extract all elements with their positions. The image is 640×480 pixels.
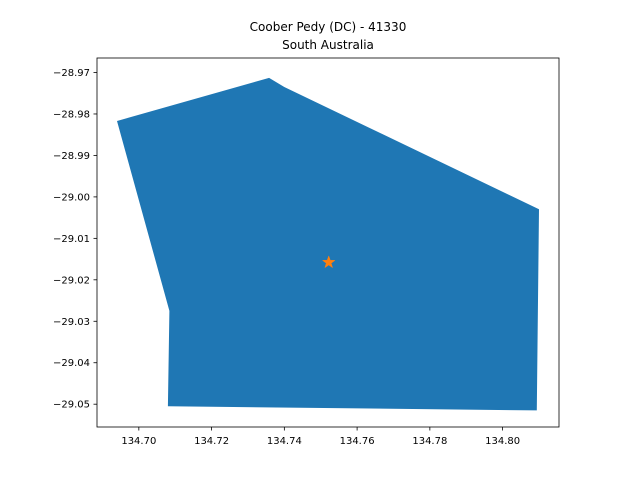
y-tick-label: −29.01 bbox=[53, 234, 90, 245]
y-tick-label: −28.99 bbox=[53, 151, 90, 162]
centroid-star-marker bbox=[321, 255, 336, 269]
y-tick-label: −29.05 bbox=[53, 400, 90, 411]
chart-subtitle: South Australia bbox=[282, 38, 374, 52]
y-tick-label: −29.03 bbox=[53, 317, 90, 328]
axes: 134.70 134.72 134.74 134.76 134.78 134.80 −28.… bbox=[53, 57, 560, 447]
x-tick-label: 134.76 bbox=[340, 436, 375, 447]
y-tick-label: −29.04 bbox=[53, 358, 90, 369]
district-polygon bbox=[117, 77, 539, 411]
x-tick-label: 134.80 bbox=[485, 436, 520, 447]
y-tick-label: −28.98 bbox=[53, 109, 90, 120]
x-tick-label: 134.78 bbox=[412, 436, 447, 447]
y-tick-label: −29.00 bbox=[53, 192, 90, 203]
y-tick-label: −29.02 bbox=[53, 275, 90, 286]
y-tick-label: −28.97 bbox=[53, 68, 90, 79]
x-tick-label: 134.72 bbox=[194, 436, 229, 447]
axes-frame bbox=[96, 57, 560, 428]
plot-area bbox=[117, 77, 539, 411]
chart-title: Coober Pedy (DC) - 41330 bbox=[250, 20, 407, 34]
x-tick-label: 134.74 bbox=[267, 436, 302, 447]
x-tick-label: 134.70 bbox=[121, 436, 156, 447]
